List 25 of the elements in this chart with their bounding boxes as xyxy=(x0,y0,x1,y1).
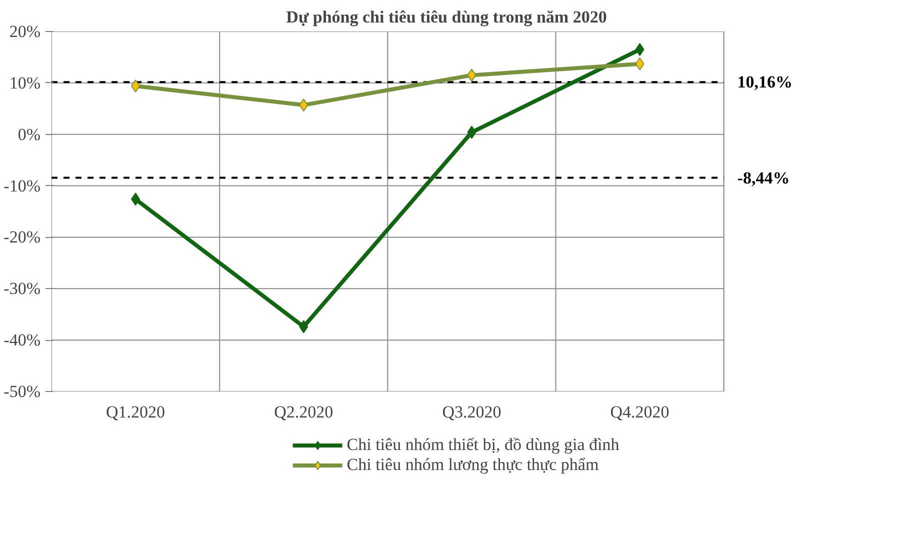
point xyxy=(635,43,644,56)
y-tick-label: 20% xyxy=(9,22,41,41)
x-tick-label: Q2.2020 xyxy=(274,402,334,422)
x-tick-label: Q1.2020 xyxy=(106,402,166,422)
y-tick-label: -50% xyxy=(4,382,41,401)
ref-line-label: -8,44% xyxy=(737,168,790,188)
x-tick-label: Q4.2020 xyxy=(610,402,670,422)
chart-title: Dự phóng chi tiêu tiêu dùng trong năm 2020 xyxy=(286,8,607,26)
point xyxy=(299,320,308,334)
x-tick-label: Q3.2020 xyxy=(442,402,502,422)
ref-line-label: 10,16% xyxy=(737,72,793,92)
point xyxy=(131,80,140,93)
y-tick-label: -30% xyxy=(4,279,41,298)
point xyxy=(467,126,476,139)
legend-label: Chi tiêu nhóm thiết bị, đồ dùng gia đình xyxy=(346,435,620,455)
y-tick-label: -40% xyxy=(4,330,41,350)
legend-label: Chi tiêu nhóm lương thực thực phẩm xyxy=(346,455,599,475)
point xyxy=(131,192,140,206)
y-tick-label: 10% xyxy=(9,73,41,92)
y-tick-label: 0% xyxy=(18,124,41,144)
point xyxy=(635,57,644,70)
y-tick-label: -10% xyxy=(4,176,41,196)
point xyxy=(299,98,308,112)
y-tick-label: -20% xyxy=(4,228,41,247)
point xyxy=(467,68,476,82)
